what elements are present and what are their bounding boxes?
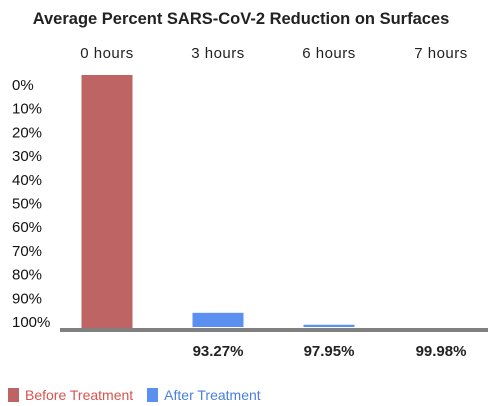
y-tick-label: 70% bbox=[12, 243, 42, 260]
bar-after-treatment bbox=[303, 324, 355, 327]
y-tick-label: 60% bbox=[12, 219, 42, 236]
category-label: 0 hours bbox=[80, 45, 134, 62]
y-tick-label: 90% bbox=[12, 290, 42, 307]
y-tick-label: 80% bbox=[12, 267, 42, 284]
chart-title: Average Percent SARS-CoV-2 Reduction on … bbox=[32, 10, 450, 28]
category-label: 6 hours bbox=[302, 45, 356, 62]
y-tick-label: 100% bbox=[12, 314, 50, 331]
bar-before-treatment bbox=[81, 75, 133, 330]
legend-label-before: Before Treatment bbox=[25, 387, 134, 403]
y-tick-label: 10% bbox=[12, 101, 42, 118]
data-labels: 93.27% 97.95% 99.98% bbox=[193, 343, 467, 360]
bar-after-treatment bbox=[192, 312, 244, 327]
data-label: 93.27% bbox=[193, 343, 244, 360]
legend-label-after: After Treatment bbox=[164, 387, 261, 403]
category-label: 7 hours bbox=[414, 45, 468, 62]
legend-swatch-after bbox=[147, 388, 159, 402]
y-tick-label: 20% bbox=[12, 124, 42, 141]
category-label: 3 hours bbox=[191, 45, 245, 62]
y-tick-label: 50% bbox=[12, 196, 42, 213]
legend-item-after: After Treatment bbox=[147, 387, 261, 403]
y-tick-label: 40% bbox=[12, 172, 42, 189]
data-label: 97.95% bbox=[304, 343, 355, 360]
legend-swatch-before bbox=[8, 388, 19, 402]
category-labels: 0 hours 3 hours 6 hours 7 hours bbox=[80, 45, 468, 62]
legend: Before Treatment After Treatment bbox=[8, 387, 275, 403]
bars bbox=[81, 75, 467, 332]
y-axis-ticks: 0% 10% 20% 30% 40% 50% 60% 70% 80% 90% 100% bbox=[12, 77, 50, 331]
y-tick-label: 0% bbox=[12, 77, 34, 94]
legend-item-before: Before Treatment bbox=[8, 387, 133, 403]
data-label: 99.98% bbox=[416, 343, 467, 360]
y-tick-label: 30% bbox=[12, 148, 42, 165]
